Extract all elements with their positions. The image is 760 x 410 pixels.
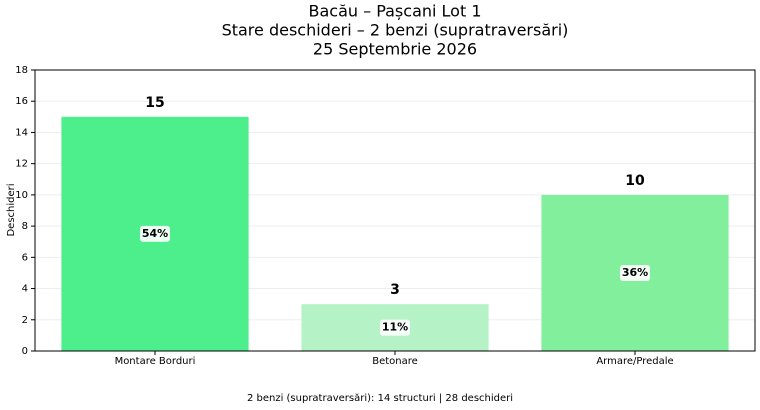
chart-date: 25 Septembrie 2026 [313,40,477,59]
value-label: 15 [145,95,164,111]
x-tick-label: Montare Borduri [115,356,196,367]
share-label: 54% [142,227,168,240]
y-tick-label: 0 [22,346,28,357]
value-label: 3 [390,282,400,298]
y-tick-label: 12 [15,159,28,170]
y-tick-label: 8 [22,221,28,232]
y-tick-label: 10 [15,190,28,201]
share-box [380,319,410,336]
value-label: 10 [625,173,645,189]
x-tick-label: Betonare [372,356,418,367]
y-tick-label: 4 [22,284,28,295]
y-tick-label: 14 [15,127,28,138]
share-label: 11% [382,321,408,334]
y-axis-label: Deschideri [6,183,17,236]
chart-title: Bacău – Pașcani Lot 1 [309,2,482,21]
x-tick-label: Armare/Predale [596,356,673,367]
share-box [620,264,650,281]
y-tick-label: 16 [15,96,28,107]
plot-frame [34,69,756,352]
footnote: 2 benzi (supratraversări): 14 structuri … [247,393,513,404]
y-tick-label: 6 [22,252,28,263]
share-label: 36% [622,266,648,279]
y-tick-label: 18 [15,65,28,76]
chart-subtitle: Stare deschideri – 2 benzi (supratravers… [222,21,569,40]
share-box [140,225,170,242]
y-tick-label: 2 [22,315,28,326]
